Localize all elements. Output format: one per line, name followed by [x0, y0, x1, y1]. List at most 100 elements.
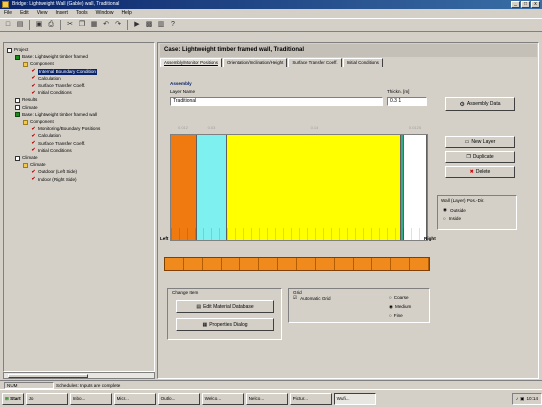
tree-node[interactable]: ✔ Calculation	[31, 76, 60, 82]
tree-node[interactable]: Component	[23, 119, 54, 125]
taskbar-item[interactable]: Outlo...	[157, 392, 200, 405]
chart-icon[interactable]: ▥	[157, 21, 165, 28]
grid-option-fine[interactable]: ○ Fine	[389, 313, 403, 318]
thickness-input[interactable]: 0.3 1	[387, 97, 427, 106]
strip-cell[interactable]	[222, 258, 241, 270]
duplicate-button[interactable]: ❐ Duplicate	[445, 151, 515, 163]
menu-window[interactable]: Window	[95, 10, 114, 16]
grid-option-coarse[interactable]: ○ Coarse	[389, 295, 409, 300]
start-button[interactable]: ⊞ Start	[2, 392, 24, 405]
taskbar-item[interactable]: Welco...	[201, 392, 244, 405]
tree-node[interactable]: Component	[23, 61, 54, 67]
tree-node[interactable]: Base: Lightweight timber framed	[15, 54, 88, 60]
assembly-layer[interactable]	[196, 135, 228, 240]
taskbar-item[interactable]: Pictur...	[289, 392, 332, 405]
edit-material-database-button[interactable]: ▤ Edit Material Database	[176, 300, 274, 313]
properties-dialog-button[interactable]: ▦ Properties Dialog	[176, 318, 274, 331]
strip-cell[interactable]	[278, 258, 298, 270]
assembly-canvas[interactable]	[170, 134, 428, 241]
tree-node[interactable]: ✔ Surface Transfer Coeff.	[31, 141, 85, 147]
delete-button[interactable]: ✖ Delete	[445, 166, 515, 178]
assembly-layer[interactable]	[171, 135, 197, 240]
tree-node[interactable]: ✔ Indoor (Right Side)	[31, 177, 76, 183]
menu-edit[interactable]: Edit	[20, 10, 29, 16]
monitor-strip[interactable]	[164, 257, 430, 271]
grid-title: Grid	[293, 290, 302, 295]
tree-node[interactable]: ✔ Outdoor (Left Side)	[31, 169, 77, 175]
menu-view[interactable]: View	[36, 10, 48, 16]
menu-help[interactable]: Help	[121, 10, 132, 16]
scrollbar-thumb[interactable]	[8, 374, 88, 378]
strip-cell[interactable]	[410, 258, 430, 270]
tree-node[interactable]: Project	[7, 47, 28, 53]
tree-node[interactable]: ✔ Initial Conditions	[31, 148, 71, 154]
calc-icon[interactable]: ▶	[134, 21, 140, 28]
strip-cell[interactable]	[259, 258, 279, 270]
tab-assembly[interactable]: Assembly/Monitor Positions	[160, 58, 222, 67]
tab-orientation[interactable]: Orientation/Inclination/Height	[222, 58, 288, 67]
copy-icon[interactable]: ❐	[78, 21, 86, 28]
taskbar-item[interactable]: Wufi...	[333, 392, 376, 405]
menu-tools[interactable]: Tools	[75, 10, 88, 16]
tree-node[interactable]: ✔ Surface Transfer Coeff.	[31, 83, 85, 89]
tree-node-label: Base: Lightweight timber framed	[22, 54, 88, 60]
strip-cell[interactable]	[354, 258, 373, 270]
radio-inside[interactable]: ○ Inside	[443, 216, 461, 221]
strip-cell[interactable]	[297, 258, 316, 270]
network-icon[interactable]: ▣	[520, 395, 525, 401]
automatic-grid-checkbox[interactable]: ☑ Automatic Grid	[293, 295, 331, 301]
strip-cell[interactable]	[335, 258, 354, 270]
close-button[interactable]: x	[531, 1, 540, 8]
tree-node[interactable]: ✔ Internal Boundary Condition	[31, 68, 97, 75]
tree-node[interactable]: Climate	[15, 155, 38, 161]
strip-cell[interactable]	[316, 258, 335, 270]
menu-file[interactable]: File	[4, 10, 13, 16]
minimize-button[interactable]: _	[511, 1, 520, 8]
folder-icon	[23, 162, 28, 168]
help-icon[interactable]: ?	[171, 21, 175, 28]
paste-icon[interactable]: ▦	[90, 21, 98, 28]
undo-icon[interactable]: ↶	[103, 21, 109, 28]
assembly-layer[interactable]	[403, 135, 427, 240]
open-icon[interactable]: ▤	[16, 21, 24, 28]
tree-node[interactable]: Base: Lightweight timber framed wall	[15, 112, 97, 118]
cut-icon[interactable]: ✂	[67, 21, 73, 28]
assembly-layer[interactable]	[227, 135, 402, 240]
speaker-icon[interactable]: ♪	[515, 396, 519, 401]
strip-cell[interactable]	[203, 258, 222, 270]
tree-node[interactable]: ✔ Calculation	[31, 133, 60, 139]
taskbar-item[interactable]: Inbo...	[69, 392, 112, 405]
tree-node[interactable]: ✔ Initial Conditions	[31, 89, 71, 96]
tab-surface-transfer[interactable]: Surface Transfer Coeff.	[288, 58, 342, 67]
strip-cell[interactable]	[184, 258, 203, 270]
tree-node[interactable]: Climate	[15, 105, 38, 111]
tab-initial-conditions[interactable]: Initial Conditions	[342, 58, 383, 67]
strip-cell[interactable]	[165, 258, 184, 270]
redo-icon[interactable]: ↷	[115, 21, 121, 28]
strip-cell[interactable]	[391, 258, 411, 270]
tree-horizontal-scrollbar[interactable]	[3, 372, 155, 379]
taskbar-item[interactable]: Micr...	[113, 392, 156, 405]
tree-node-label: Internal Boundary Condition	[38, 68, 97, 75]
checkmark-icon: ✔	[31, 89, 36, 96]
strip-cell[interactable]	[240, 258, 260, 270]
grid-icon[interactable]: ▩	[145, 21, 153, 28]
strip-cell[interactable]	[372, 258, 392, 270]
tree-node[interactable]: ✔ Monitoring/Boundary Positions	[31, 126, 100, 132]
tree-node[interactable]: Climate	[23, 162, 46, 168]
radio-outside[interactable]: ◉ Outside	[443, 207, 466, 213]
assembly-data-button[interactable]: ⚙ Assembly Data	[445, 97, 515, 111]
maximize-button[interactable]: □	[521, 1, 530, 8]
save-icon[interactable]: ▣	[35, 21, 43, 28]
assembly-layer[interactable]	[401, 135, 404, 240]
menu-insert[interactable]: Insert	[55, 10, 68, 16]
coarse-label: Coarse	[393, 295, 409, 300]
print-icon[interactable]: ⎙	[48, 21, 54, 28]
tree-node[interactable]: Results	[15, 97, 37, 103]
new-layer-button[interactable]: ▭ New Layer	[445, 136, 515, 148]
new-icon[interactable]: □	[5, 21, 11, 28]
grid-option-medium[interactable]: ◉ Medium	[389, 304, 411, 310]
layer-name-input[interactable]: Traditional	[170, 97, 383, 106]
taskbar-item[interactable]: Jo	[25, 392, 68, 405]
taskbar-item[interactable]: Nelco...	[245, 392, 288, 405]
